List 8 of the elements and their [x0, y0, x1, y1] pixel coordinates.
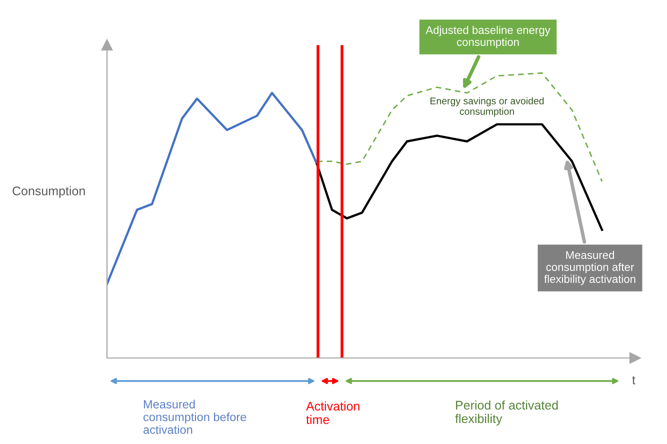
annotation: Measured consumption after flexibility activation [544, 250, 636, 286]
text: Activation time [306, 401, 360, 424]
text: Adjusted baseline energy consumption [426, 26, 550, 48]
text: Period of activated flexibility [455, 400, 558, 426]
y-axis-title: Consumption [12, 186, 85, 198]
text: Measured consumption before activation [144, 400, 246, 434]
x-axis-title: t [632, 376, 636, 384]
annotation: Energy savings or avoided consumption [430, 97, 544, 117]
